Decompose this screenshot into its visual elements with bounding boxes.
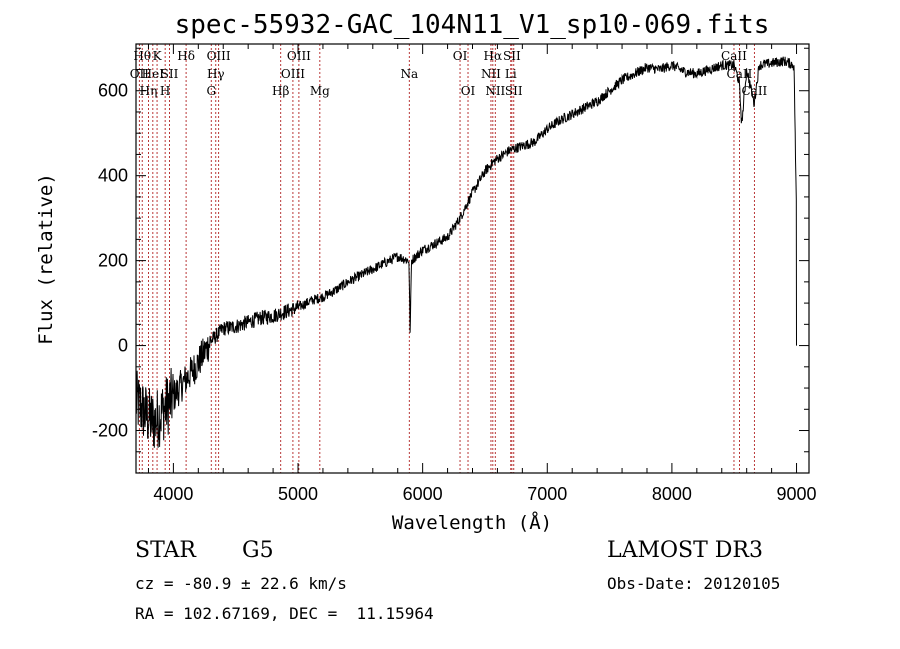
line-marker-label-4: K: [153, 49, 163, 63]
line-marker-label-1: Hθ: [133, 49, 151, 63]
line-marker-label-7: Hδ: [177, 49, 195, 63]
x-axis-ticks: 4000 5000 6000 7000 8000 9000: [147, 44, 817, 504]
survey-name: LAMOST DR3: [607, 538, 763, 563]
line-marker-label-18: NII: [481, 67, 501, 81]
y-tick-label-1: 0: [118, 336, 128, 356]
line-marker-label-6: SII: [161, 67, 179, 81]
x-tick-label-2: 6000: [403, 484, 443, 504]
line-marker-label-26: CaII: [741, 84, 767, 98]
x-tick-label-4: 8000: [652, 484, 692, 504]
chart-title: spec-55932-GAC_104N11_V1_sp10-069.fits: [175, 10, 770, 40]
x-tick-label-3: 7000: [527, 484, 567, 504]
line-marker-label-24: CaII: [721, 49, 747, 63]
plot-frame: [135, 43, 810, 474]
line-marker-label-0: OII: [130, 67, 150, 81]
line-marker-labels: OII Hθ Hη HeI K H SII Hδ G Hγ OIII Hβ OIII OIII Mg Na OI…: [130, 49, 768, 98]
y-tick-label-2: 200: [98, 251, 128, 271]
line-marker-label-3: HeI: [142, 67, 165, 81]
observation-date: Obs-Date: 20120105: [607, 574, 781, 593]
line-marker-label-9: Hγ: [207, 67, 225, 81]
x-tick-label-5: 9000: [777, 484, 817, 504]
line-marker-label-23: SII: [505, 84, 523, 98]
line-marker-label-17: OI: [461, 84, 476, 98]
spectrum-series-line: [135, 56, 797, 448]
sky-coordinates: RA = 102.67169, DEC = 11.15964: [135, 604, 434, 623]
line-marker-label-12: OIII: [281, 67, 305, 81]
y-axis-label: Flux (relative): [35, 173, 57, 345]
y-tick-label-3: 400: [98, 166, 128, 186]
redshift-cz: cz = -80.9 ± 22.6 km/s: [135, 574, 347, 593]
line-marker-label-22: SII: [503, 49, 521, 63]
line-marker-label-8: G: [206, 84, 216, 98]
line-marker-label-13: OIII: [287, 49, 311, 63]
line-marker-label-20: NII: [485, 84, 505, 98]
line-marker-label-5: H: [160, 84, 170, 98]
object-subclass: G5: [242, 538, 274, 563]
line-marker-label-15: Na: [400, 67, 418, 81]
line-marker-label-16: OI: [453, 49, 468, 63]
line-marker-label-14: Mg: [310, 84, 330, 98]
line-marker-label-2: Hη: [140, 84, 158, 98]
line-marker-label-11: Hβ: [272, 84, 289, 98]
y-tick-label-0: -200: [92, 421, 128, 441]
y-axis-ticks: -200 0 200 400 600: [92, 47, 809, 474]
line-marker-label-10: OIII: [207, 49, 231, 63]
x-tick-label-1: 5000: [278, 484, 318, 504]
line-markers: [138, 44, 755, 473]
line-marker-label-21: Li: [505, 67, 517, 81]
x-axis-label: Wavelength (Å): [392, 511, 552, 534]
line-marker-label-19: Hα: [484, 49, 503, 63]
x-tick-label-0: 4000: [153, 484, 193, 504]
y-tick-label-4: 600: [98, 81, 128, 101]
object-class: STAR: [135, 538, 196, 563]
